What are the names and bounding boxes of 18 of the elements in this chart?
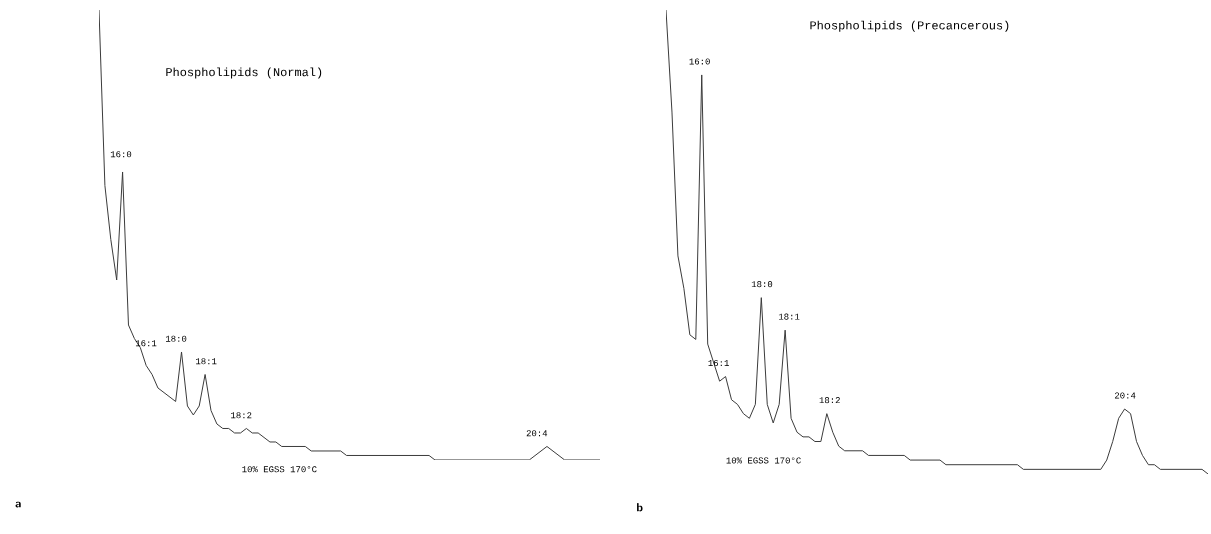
annotation: 18:0 (751, 281, 773, 288)
annotation: 18:1 (778, 313, 800, 320)
annotation: 16:1 (708, 359, 729, 367)
text: a (15, 501, 21, 508)
text: 10% EGSS 170°C (242, 466, 317, 473)
annotation: 20:4 (526, 430, 548, 437)
annotation: 18:2 (819, 397, 840, 404)
text: Phospholipids (Precancerous) (810, 20, 1009, 32)
annotation: 18:2 (231, 412, 252, 419)
annotation: 20:4 (1114, 392, 1136, 399)
annotation: 18:1 (196, 358, 217, 365)
text: b (637, 503, 643, 512)
annotation: 16:1 (135, 340, 157, 347)
text: Phospholipids (Normal) (166, 67, 322, 79)
annotation: 16:0 (110, 151, 132, 158)
annotation: 18:0 (165, 335, 187, 342)
annotation: 10% EGSS 170°C (726, 457, 801, 464)
annotation: 16:0 (689, 58, 710, 65)
